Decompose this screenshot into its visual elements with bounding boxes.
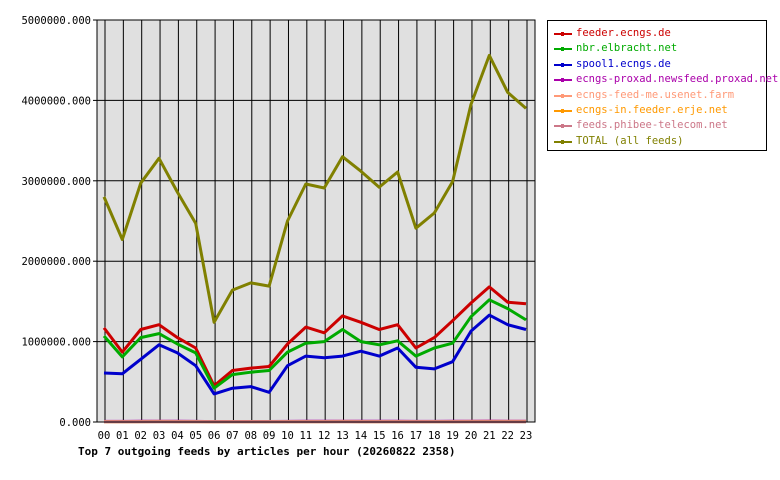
- legend-item: feeds.phibee-telecom.net: [548, 119, 766, 134]
- y-tick-label: 1000000.000: [21, 337, 91, 349]
- x-tick-label: 11: [299, 430, 312, 442]
- legend-item: spool1.ecngs.de: [548, 58, 766, 73]
- x-tick-label: 13: [336, 430, 349, 442]
- legend-label: ecngs-feed-me.usenet.farm: [576, 88, 735, 101]
- x-tick-label: 04: [171, 430, 184, 442]
- legend-label: nbr.elbracht.net: [576, 42, 678, 55]
- x-tick-label: 12: [318, 430, 331, 442]
- x-tick-label: 09: [263, 430, 276, 442]
- x-tick-label: 03: [153, 430, 166, 442]
- y-tick-label: 0.000: [59, 417, 91, 429]
- x-tick-label: 17: [410, 430, 423, 442]
- legend-marker: [561, 47, 564, 52]
- legend-item: ecngs-in.feeder.erje.net: [548, 104, 766, 119]
- x-tick-label: 15: [373, 430, 386, 442]
- legend-label: spool1.ecngs.de: [576, 57, 671, 70]
- legend-label: ecngs-proxad.newsfeed.proxad.net: [576, 73, 779, 86]
- y-tick-label: 3000000.000: [21, 176, 91, 188]
- legend-marker: [561, 139, 564, 144]
- chart-caption: Top 7 outgoing feeds by articles per hou…: [78, 445, 456, 458]
- x-tick-label: 02: [134, 430, 147, 442]
- x-tick-label: 10: [281, 430, 294, 442]
- legend-label: feeds.phibee-telecom.net: [576, 119, 728, 132]
- x-tick-label: 18: [428, 430, 441, 442]
- legend-marker: [561, 124, 564, 129]
- legend-marker: [561, 108, 564, 113]
- legend-marker: [561, 62, 564, 67]
- x-tick-label: 21: [483, 430, 496, 442]
- x-tick-label: 07: [226, 430, 239, 442]
- x-tick-label: 00: [98, 430, 111, 442]
- x-axis: 00 01 02 03 04 05 06 07 08 09 10 11 12 13 14 15 16 17 18 19…: [98, 430, 533, 442]
- series-line-spool1-ecngs-de: [103, 313, 527, 396]
- legend-item: feeder.ecngs.de: [548, 27, 766, 42]
- x-tick-label: 16: [391, 430, 404, 442]
- series-line-total-all-feeds: [102, 53, 527, 324]
- x-tick-label: 01: [116, 430, 129, 442]
- legend: feeder.ecngs.de nbr.elbracht.net spool1.ec…: [547, 20, 778, 151]
- plot-background: [97, 20, 535, 422]
- x-tick-label: 14: [355, 430, 368, 442]
- y-tick-label: 4000000.000: [21, 95, 91, 107]
- legend-label: TOTAL (all feeds): [576, 134, 684, 147]
- y-tick-label: 5000000.000: [21, 15, 91, 27]
- legend-item: TOTAL (all feeds): [548, 135, 766, 150]
- legend-label: ecngs-in.feeder.erje.net: [576, 103, 728, 116]
- legend-item: ecngs-proxad.newsfeed.proxad.net: [548, 73, 778, 88]
- series-line-feeder-ecngs-de: [102, 285, 527, 388]
- legend-item: nbr.elbracht.net: [548, 42, 766, 57]
- x-tick-label: 22: [501, 430, 514, 442]
- x-tick-label: 20: [465, 430, 478, 442]
- legend-marker: [561, 32, 564, 36]
- y-axis: 0.000 1000000.000 2000000.000 3000000.000 40…: [21, 15, 97, 429]
- plot-frame: [96, 19, 536, 423]
- legend-label: feeder.ecngs.de: [576, 27, 671, 39]
- series-line-nbr-elbracht-net: [102, 298, 527, 390]
- legend-item: ecngs-feed-me.usenet.farm: [548, 89, 766, 104]
- x-tick-label: 06: [208, 430, 221, 442]
- x-tick-label: 08: [244, 430, 257, 442]
- y-tick-label: 2000000.000: [21, 256, 91, 268]
- x-tick-label: 19: [446, 430, 459, 442]
- x-tick-label: 23: [520, 430, 533, 442]
- x-tick-label: 05: [189, 430, 202, 442]
- legend-marker: [561, 78, 564, 83]
- legend-marker: [561, 93, 564, 98]
